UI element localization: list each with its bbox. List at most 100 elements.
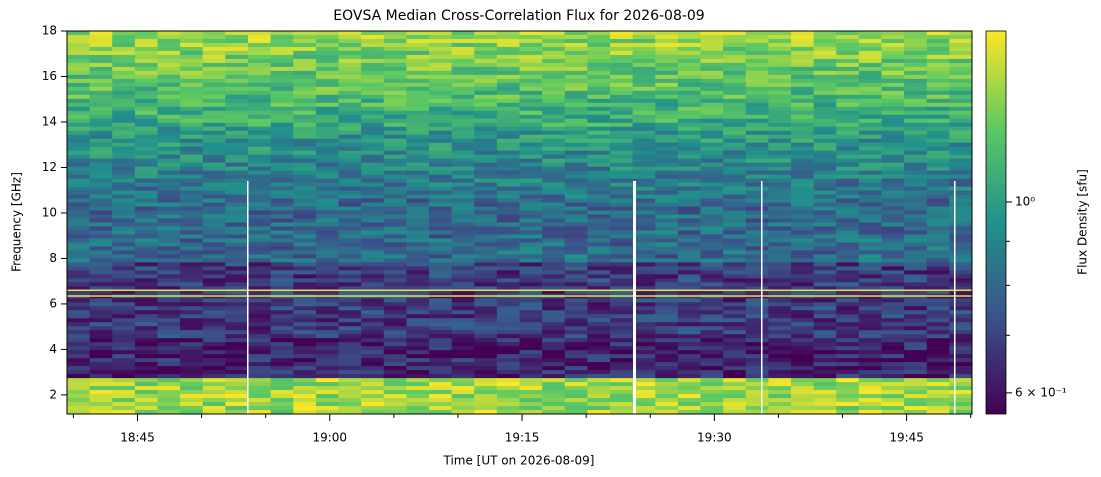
texture-cell [519, 262, 543, 267]
texture-cell [225, 114, 249, 120]
texture-cell [610, 254, 634, 259]
texture-cell [270, 338, 294, 343]
texture-cell [881, 158, 905, 164]
texture-cell [632, 270, 656, 275]
texture-cell [926, 226, 950, 231]
texture-cell [700, 394, 724, 399]
texture-cell [248, 274, 272, 279]
texture-cell [89, 306, 113, 311]
texture-cell [429, 350, 453, 355]
texture-cell [248, 366, 272, 371]
texture-cell [315, 222, 339, 227]
texture-cell [858, 318, 882, 323]
texture-cell [338, 138, 362, 144]
texture-cell [587, 31, 611, 36]
texture-cell [745, 370, 769, 375]
texture-cell [180, 322, 204, 327]
texture-cell [519, 250, 543, 255]
texture-cell [768, 410, 792, 415]
texture-cell [225, 362, 249, 367]
texture-cell [315, 38, 339, 44]
texture-cell [134, 58, 158, 64]
texture-cell [610, 106, 634, 112]
texture-cell [519, 194, 543, 200]
texture-cell [745, 162, 769, 168]
texture-cell [564, 290, 588, 295]
texture-cell [768, 306, 792, 311]
texture-cell [745, 386, 769, 391]
texture-cell [474, 278, 498, 283]
texture-cell [112, 314, 136, 319]
texture-gap [247, 181, 249, 414]
texture-cell [723, 58, 747, 64]
texture-cell [429, 86, 453, 92]
texture-cell [610, 162, 634, 168]
texture-cell [791, 122, 815, 128]
texture-cell [67, 306, 91, 311]
texture-cell [134, 370, 158, 375]
texture-cell [270, 214, 294, 220]
texture-cell [587, 250, 611, 255]
texture-cell [949, 50, 973, 56]
texture-cell [406, 142, 430, 148]
texture-cell [112, 70, 136, 76]
texture-cell [429, 174, 453, 180]
texture-cell [836, 286, 860, 291]
texture-cell [904, 90, 928, 96]
texture-cell [700, 222, 724, 227]
texture-cell [406, 150, 430, 156]
texture-cell [134, 90, 158, 96]
texture-cell [157, 130, 181, 136]
texture-cell [89, 322, 113, 327]
texture-cell [723, 338, 747, 343]
texture-cell [632, 374, 656, 379]
texture-cell [542, 58, 566, 64]
texture-cell [745, 246, 769, 251]
texture-cell [157, 74, 181, 80]
texture-cell [315, 406, 339, 411]
texture-cell [881, 130, 905, 136]
texture-cell [134, 98, 158, 104]
texture-cell [361, 358, 385, 363]
texture-cell [564, 38, 588, 44]
texture-cell [519, 314, 543, 319]
texture-cell [451, 150, 475, 156]
texture-cell [270, 74, 294, 80]
texture-cell [881, 246, 905, 251]
texture-cell [383, 46, 407, 52]
texture-cell [949, 106, 973, 112]
texture-cell [904, 362, 928, 367]
texture-cell [157, 402, 181, 407]
texture-cell [519, 378, 543, 383]
texture-cell [587, 238, 611, 243]
texture-cell [791, 222, 815, 227]
texture-cell [745, 106, 769, 112]
texture-cell [293, 114, 317, 120]
texture-cell [293, 290, 317, 295]
texture-cell [791, 106, 815, 112]
texture-cell [89, 246, 113, 251]
texture-cell [632, 154, 656, 160]
texture-cell [361, 238, 385, 243]
texture-cell [429, 346, 453, 351]
texture-cell [338, 46, 362, 52]
texture-cell [89, 206, 113, 212]
texture-cell [858, 354, 882, 359]
texture-cell [610, 50, 634, 56]
texture-cell [157, 302, 181, 307]
texture-cell [904, 386, 928, 391]
texture-cell [700, 206, 724, 212]
texture-cell [677, 150, 701, 156]
texture-cell [496, 198, 520, 204]
texture-cell [881, 386, 905, 391]
texture-cell [768, 226, 792, 231]
texture-cell [180, 330, 204, 335]
texture-cell [474, 382, 498, 387]
texture-cell [451, 102, 475, 108]
texture-cell [949, 298, 973, 303]
texture-cell [926, 262, 950, 267]
texture-cell [926, 334, 950, 339]
texture-cell [451, 242, 475, 247]
texture-cell [632, 114, 656, 120]
texture-cell [587, 62, 611, 68]
